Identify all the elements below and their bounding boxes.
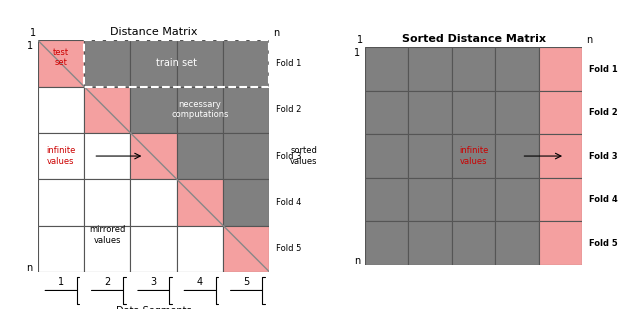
FancyBboxPatch shape	[223, 87, 269, 133]
FancyBboxPatch shape	[365, 91, 408, 134]
FancyBboxPatch shape	[539, 221, 582, 265]
FancyBboxPatch shape	[495, 47, 539, 91]
FancyBboxPatch shape	[131, 40, 177, 87]
FancyBboxPatch shape	[177, 87, 223, 133]
FancyBboxPatch shape	[84, 179, 131, 226]
Title: Sorted Distance Matrix: Sorted Distance Matrix	[402, 34, 545, 44]
FancyBboxPatch shape	[131, 226, 177, 272]
X-axis label: Data Segments: Data Segments	[116, 306, 191, 309]
Text: Fold 2: Fold 2	[276, 105, 302, 114]
Title: Distance Matrix: Distance Matrix	[110, 27, 197, 36]
Text: train set: train set	[156, 58, 197, 68]
FancyBboxPatch shape	[539, 47, 582, 91]
FancyBboxPatch shape	[539, 91, 582, 134]
FancyBboxPatch shape	[38, 179, 84, 226]
Text: Fold 2: Fold 2	[589, 108, 618, 117]
Text: sorted
values: sorted values	[290, 146, 317, 166]
FancyBboxPatch shape	[131, 87, 177, 133]
FancyBboxPatch shape	[495, 178, 539, 221]
FancyBboxPatch shape	[408, 134, 452, 178]
Text: mirrored
values: mirrored values	[89, 225, 125, 244]
FancyBboxPatch shape	[177, 133, 223, 179]
FancyBboxPatch shape	[84, 133, 131, 179]
Text: 1: 1	[357, 35, 364, 45]
FancyBboxPatch shape	[84, 40, 131, 87]
Text: test
set: test set	[53, 48, 69, 67]
FancyBboxPatch shape	[223, 179, 269, 226]
Text: Fold 1: Fold 1	[276, 59, 302, 68]
FancyBboxPatch shape	[177, 40, 223, 87]
FancyBboxPatch shape	[38, 133, 84, 179]
FancyBboxPatch shape	[408, 221, 452, 265]
Text: Fold 1: Fold 1	[589, 65, 618, 74]
FancyBboxPatch shape	[38, 40, 84, 87]
FancyBboxPatch shape	[38, 87, 84, 133]
FancyBboxPatch shape	[452, 178, 495, 221]
FancyBboxPatch shape	[495, 134, 539, 178]
FancyBboxPatch shape	[38, 226, 84, 272]
FancyBboxPatch shape	[131, 133, 177, 179]
FancyBboxPatch shape	[223, 40, 269, 87]
FancyBboxPatch shape	[408, 47, 452, 91]
FancyBboxPatch shape	[177, 179, 223, 226]
FancyBboxPatch shape	[365, 134, 408, 178]
Text: infinite
values: infinite values	[46, 146, 76, 166]
FancyBboxPatch shape	[539, 178, 582, 221]
Text: necessary
computations: necessary computations	[172, 100, 228, 119]
FancyBboxPatch shape	[223, 226, 269, 272]
FancyBboxPatch shape	[495, 91, 539, 134]
FancyBboxPatch shape	[84, 226, 131, 272]
Text: infinite
values: infinite values	[459, 146, 488, 166]
Text: n: n	[586, 35, 592, 45]
FancyBboxPatch shape	[495, 221, 539, 265]
FancyBboxPatch shape	[452, 91, 495, 134]
FancyBboxPatch shape	[452, 47, 495, 91]
Text: 1: 1	[30, 28, 36, 38]
FancyBboxPatch shape	[365, 47, 408, 91]
Text: Fold 5: Fold 5	[589, 239, 618, 248]
Text: Fold 3: Fold 3	[589, 151, 618, 161]
Bar	[84, 40, 269, 87]
Text: n: n	[273, 28, 280, 38]
FancyBboxPatch shape	[365, 178, 408, 221]
FancyBboxPatch shape	[177, 226, 223, 272]
FancyBboxPatch shape	[408, 91, 452, 134]
FancyBboxPatch shape	[539, 134, 582, 178]
FancyBboxPatch shape	[223, 133, 269, 179]
FancyBboxPatch shape	[452, 221, 495, 265]
Text: Fold 5: Fold 5	[276, 244, 302, 253]
Text: Fold 4: Fold 4	[276, 198, 302, 207]
FancyBboxPatch shape	[84, 87, 131, 133]
Text: Fold 4: Fold 4	[589, 195, 618, 204]
FancyBboxPatch shape	[408, 178, 452, 221]
FancyBboxPatch shape	[131, 179, 177, 226]
FancyBboxPatch shape	[365, 221, 408, 265]
Text: Fold 3: Fold 3	[276, 151, 302, 161]
FancyBboxPatch shape	[452, 134, 495, 178]
